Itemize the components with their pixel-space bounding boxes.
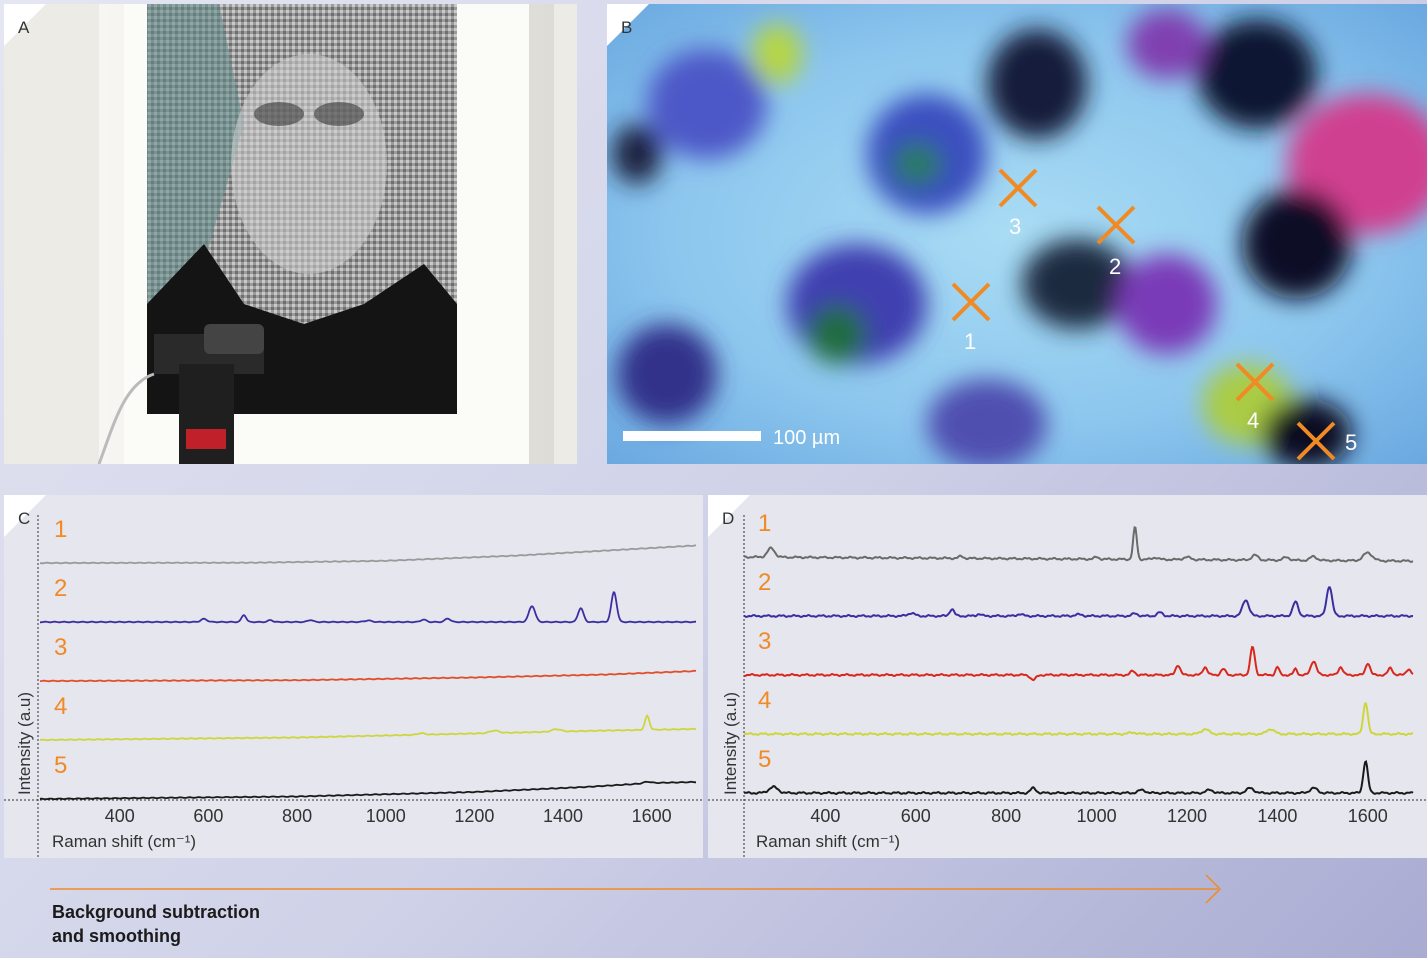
x-tick-1400: 1400	[1257, 806, 1297, 826]
x-tick-400: 400	[105, 806, 135, 826]
panel-a-corner	[4, 4, 46, 46]
marker-2: 2	[1096, 205, 1136, 279]
series-label-5: 5	[758, 746, 771, 773]
spectrum-line-4	[39, 714, 697, 742]
panel-b-micrograph: B 100 µm 1	[607, 4, 1427, 464]
x-tick-600: 600	[193, 806, 223, 826]
x-tick-800: 800	[991, 806, 1021, 826]
panel-b-corner	[607, 4, 649, 46]
x-tick-800: 800	[282, 806, 312, 826]
x-tick-1200: 1200	[1167, 806, 1207, 826]
panel-c-label: C	[18, 509, 31, 528]
x-tick-1000: 1000	[366, 806, 406, 826]
spectrum-line-5	[744, 759, 1414, 796]
marker-1-label: 1	[964, 329, 976, 354]
marker-4: 4	[1235, 362, 1275, 433]
scale-bar-label: 100 µm	[773, 427, 840, 449]
caption-line-2: and smoothing	[52, 926, 181, 946]
series-label-1: 1	[54, 516, 67, 543]
x-axis-label: Raman shift (cm⁻¹)	[756, 832, 900, 851]
spectrum-line-2	[743, 586, 1414, 619]
x-tick-1600: 1600	[632, 806, 672, 826]
micrograph-image: 100 µm 1 2 3 4 5	[612, 9, 1427, 464]
x-tick-1600: 1600	[1348, 806, 1388, 826]
mosaic-portrait-photo	[4, 4, 577, 464]
series-label-3: 3	[758, 628, 771, 655]
marker-3: 3	[998, 168, 1038, 239]
panel-b-label: B	[621, 18, 633, 37]
series-label-4: 4	[54, 693, 67, 720]
x-tick-1400: 1400	[543, 806, 583, 826]
spectrum-line-1	[743, 525, 1414, 563]
marker-1: 1	[951, 282, 991, 354]
panel-c-corner	[4, 495, 46, 537]
spectrum-line-1	[39, 544, 697, 565]
x-tick-400: 400	[810, 806, 840, 826]
series-label-5: 5	[54, 752, 67, 779]
marker-4-label: 4	[1247, 408, 1259, 433]
panel-a-label: A	[18, 18, 30, 37]
series-label-2: 2	[758, 569, 771, 596]
panel-d-processed-spectra: D 1 2 3 4 5 400 600 800 1000 1200 1400 1600 Raman …	[708, 495, 1427, 858]
x-tick-1000: 1000	[1077, 806, 1117, 826]
y-axis-label: Intensity (a.u)	[15, 692, 34, 795]
series-label-2: 2	[54, 575, 67, 602]
caption-line-1: Background subtraction	[52, 902, 261, 922]
processed-spectra-chart: 1 2 3 4 5 400 600 800 1000 1200 1400 1600 Raman sh…	[708, 510, 1427, 858]
spectrum-line-3	[39, 669, 697, 683]
marker-3-label: 3	[1009, 214, 1021, 239]
series-label-1: 1	[758, 510, 771, 537]
x-tick-1200: 1200	[454, 806, 494, 826]
spectrum-line-4	[743, 702, 1414, 737]
x-tick-600: 600	[901, 806, 931, 826]
raw-spectra-chart: 1 2 3 4 5 400 600 800 1000 1200 1400 1600 Raman sh…	[4, 515, 703, 858]
panel-d-label: D	[722, 509, 735, 528]
series-label-3: 3	[54, 634, 67, 661]
spectrum-line-5	[39, 780, 696, 801]
marker-5-label: 5	[1345, 430, 1357, 455]
y-axis-label: Intensity (a.u)	[721, 692, 740, 795]
panel-d-corner	[708, 495, 750, 537]
x-axis-label: Raman shift (cm⁻¹)	[52, 832, 196, 851]
processing-arrow	[50, 874, 1222, 904]
spectrum-line-3	[743, 645, 1414, 682]
panel-a-photo: A	[4, 4, 577, 464]
marker-2-label: 2	[1109, 254, 1121, 279]
panel-c-raw-spectra: C 1 2 3 4 5 400 600 800 1000 1200 1400 1600 Raman …	[4, 495, 703, 858]
series-label-4: 4	[758, 687, 771, 714]
processing-caption: Background subtraction and smoothing	[52, 900, 260, 948]
spectrum-line-2	[40, 591, 696, 624]
marker-5: 5	[1296, 421, 1357, 461]
